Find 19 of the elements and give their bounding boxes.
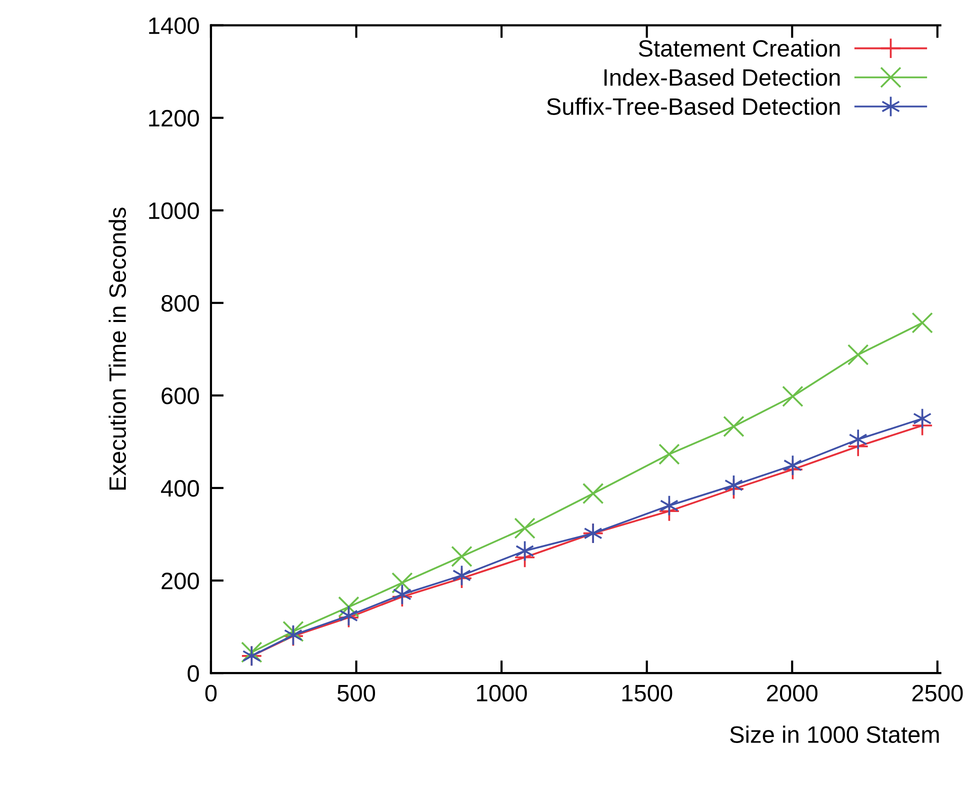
- y-tick-label: 1400: [149, 17, 199, 34]
- legend-label: Index-Based Detection: [604, 68, 840, 86]
- x-tick-label: 0: [205, 684, 217, 702]
- y-tick-label: 800: [162, 294, 199, 312]
- y-tick-label: 1200: [149, 110, 199, 127]
- y-tick-label: 600: [162, 388, 199, 404]
- y-tick-label: 1000: [149, 202, 199, 220]
- y-tick-label: 0: [188, 665, 199, 682]
- y-tick-label: 400: [161, 480, 199, 497]
- x-tick-label: 2000: [767, 684, 818, 702]
- x-tick-label: 1500: [622, 684, 672, 702]
- legend-label: Statement Creation: [638, 39, 840, 57]
- x-tick-label: 500: [338, 684, 376, 702]
- y-tick-label: 200: [162, 572, 199, 590]
- legend-label: Suffix-Tree-Based Detection: [546, 98, 840, 115]
- x-axis-title: Size in 1000 Statem: [730, 726, 939, 743]
- y-axis-title: Execution Time in Seconds: [108, 208, 126, 490]
- x-tick-label: 1000: [477, 684, 527, 702]
- x-tick-label: 2500: [912, 684, 963, 702]
